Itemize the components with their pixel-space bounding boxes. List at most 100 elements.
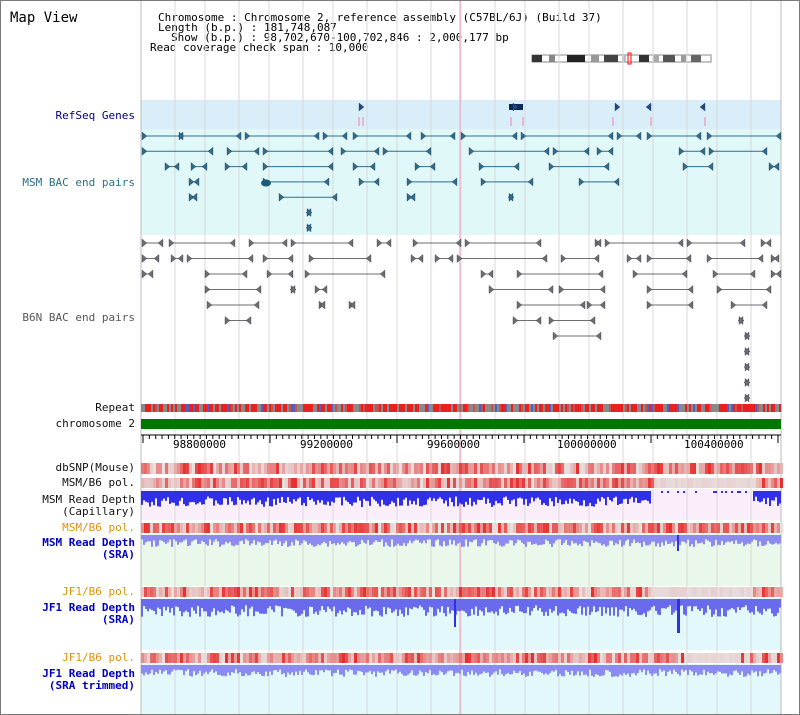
jf1-trimmed-depth-bar: [189, 665, 191, 676]
msm-bac-pair-end: [527, 177, 534, 187]
dbsnp-cell: [450, 463, 453, 474]
jf1-b6-pol-cell: [273, 587, 276, 597]
msm-sra-depth-bar: [687, 535, 689, 540]
repeat-segment: [773, 404, 775, 412]
jf1-trimmed-depth-bar: [777, 665, 779, 675]
msm-capillary-depth-bar: [595, 491, 597, 504]
jf1-sra-depth-bar: [265, 599, 267, 614]
repeat-segment: [413, 404, 415, 412]
jf1-b6-pol-cell: [738, 587, 741, 597]
jf1-sra-depth-bar: [451, 599, 453, 611]
jf1-b6-pol-cell: [588, 587, 591, 597]
jf1-trimmed-depth-bar: [615, 665, 617, 677]
jf1-sra-depth-bar: [249, 599, 251, 609]
msm-capillary-depth-bar: [349, 491, 351, 505]
jf1-sra-depth-bar: [347, 599, 349, 608]
msm-capillary-depth-bar: [431, 491, 433, 501]
msm-capillary-depth-bar: [267, 491, 269, 498]
msm-b6-pol-sra-cell: [222, 523, 225, 533]
repeat-segment: [615, 404, 617, 412]
dbsnp-cell: [333, 463, 336, 474]
repeat-segment: [471, 404, 473, 412]
jf1-b6-pol-trim-cell: [168, 653, 171, 663]
msm-b6-pol-sra-cell: [177, 523, 180, 533]
jf1-sra-depth-bar: [627, 599, 629, 617]
msm-b6-pol-cell: [327, 478, 330, 488]
msm-bac-end-pairs-label[interactable]: MSM BAC end pairs: [22, 176, 135, 189]
msm-b6-pol-sra-cell: [771, 523, 774, 533]
jf1-trimmed-depth-bar: [317, 665, 319, 675]
msm-b6-pol-sra-cell: [327, 523, 330, 533]
msm-b6-pol-cell: [450, 478, 453, 488]
msm-capillary-depth-bar: [415, 491, 417, 505]
msm-sra-depth-bar: [715, 535, 717, 540]
msm-capillary-depth-bar: [579, 491, 581, 506]
msm-capillary-depth-bar: [321, 491, 323, 501]
repeat-segment: [569, 404, 571, 412]
b6n-bac-pair-end: [743, 393, 750, 403]
msm-b6-pol-cell: [753, 478, 756, 488]
msm-bac-pair-start: [682, 162, 689, 171]
jf1-sra-depth-bar: [707, 599, 709, 606]
jf1-b6-pol-cell: [387, 587, 390, 597]
jf1-trimmed-depth-bar: [223, 665, 225, 676]
b6n-bac-pair-start: [204, 269, 211, 279]
jf1-sra-depth-bar: [305, 599, 307, 617]
jf1-read-depth-trimmed-label[interactable]: JF1 Read Depth: [42, 667, 135, 680]
repeat-segment: [219, 404, 221, 412]
b6n-bac-pair-end: [289, 285, 296, 294]
jf1-b6-pol-cell: [441, 587, 444, 597]
dbsnp-label[interactable]: dbSNP(Mouse): [55, 461, 135, 474]
msm-b6-pol-label[interactable]: MSM/B6 pol.: [62, 476, 135, 489]
msm-capillary-depth-bar: [597, 491, 599, 499]
b6n-bac-pair-end: [599, 300, 606, 310]
msm-sra-depth-bar: [171, 535, 173, 547]
msm-b6-pol-sra-cell: [654, 523, 657, 533]
jf1-sra-depth-bar: [441, 599, 443, 607]
jf1-b6-pol-trim-cell: [423, 653, 426, 663]
msm-read-depth-sra-label[interactable]: MSM Read Depth: [42, 536, 135, 549]
msm-capillary-depth-bar: [305, 491, 307, 507]
jf1-b6-pol-cell: [348, 587, 351, 597]
jf1-b6-pol-cell: [177, 587, 180, 597]
jf1-trimmed-depth-bar: [449, 665, 451, 671]
jf1-sra-depth-bar: [683, 599, 685, 615]
dbsnp-cell: [621, 463, 624, 474]
jf1-b6-pol-cell: [402, 587, 405, 597]
jf1-sra-depth-bar: [283, 599, 285, 609]
msm-read-depth-capillary-label[interactable]: MSM Read Depth: [42, 493, 135, 506]
msm-sra-depth-bar: [221, 535, 223, 545]
jf1-trimmed-depth-bar: [155, 665, 157, 672]
msm-sra-depth-bar: [537, 535, 539, 546]
jf1-sra-depth-bar: [751, 599, 753, 613]
msm-b6-pol-cell: [261, 478, 264, 488]
msm-b6-pol-cell: [465, 478, 468, 488]
jf1-sra-depth-bar: [623, 599, 625, 612]
msm-capillary-depth-bar: [311, 491, 313, 499]
jf1-sra-depth-bar: [467, 599, 469, 617]
dbsnp-cell: [156, 463, 159, 474]
length-info: Length (b.p.) : 181,748,087: [158, 21, 337, 34]
jf1-sra-depth-bar: [359, 599, 361, 611]
jf1-b6-pol-trimmed-label[interactable]: JF1/B6 pol.: [62, 651, 135, 664]
msm-b6-pol-sra-cell: [366, 523, 369, 533]
msm-sra-depth-bar: [427, 535, 429, 540]
jf1-b6-pol-label[interactable]: JF1/B6 pol.: [62, 585, 135, 598]
jf1-b6-pol-trim-cell: [591, 653, 594, 663]
jf1-sra-depth-bar: [577, 599, 579, 609]
msm-sra-depth-bar: [435, 535, 437, 541]
msm-capillary-depth-bar: [469, 491, 471, 498]
refseq-genes-label[interactable]: RefSeq Genes: [55, 109, 135, 122]
msm-capillary-depth-bar: [165, 491, 167, 501]
msm-b6-pol-sra-cell: [369, 523, 372, 533]
repeat-segment: [251, 404, 253, 412]
jf1-read-depth-sra-label[interactable]: JF1 Read Depth: [42, 601, 135, 614]
msm-b6-pol-sra-label[interactable]: MSM/B6 pol.: [62, 521, 135, 534]
repeat-segment: [173, 404, 175, 412]
jf1-b6-pol-trim-cell: [165, 653, 168, 663]
dbsnp-cell: [147, 463, 150, 474]
b6n-bac-end-pairs-label[interactable]: B6N BAC end pairs: [22, 311, 135, 324]
msm-b6-pol-cell: [675, 478, 678, 488]
msm-sra-depth-bar: [329, 535, 331, 542]
b6n-bac-pair-start: [480, 269, 487, 279]
